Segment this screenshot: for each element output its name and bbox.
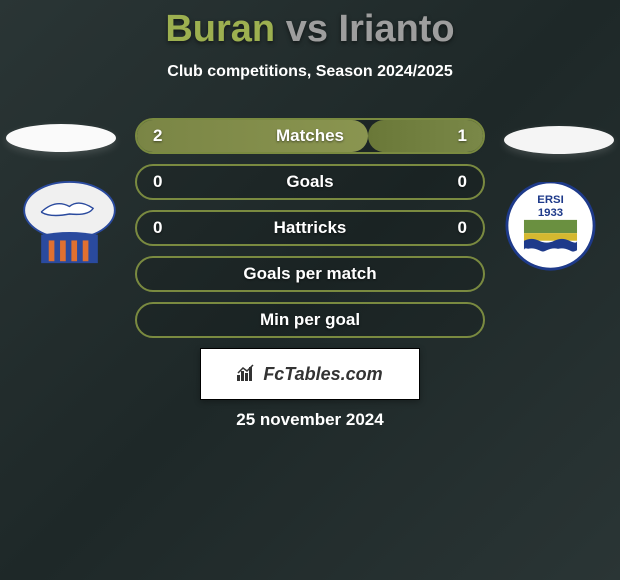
club-logo-right: ERSI 1933 bbox=[503, 182, 598, 267]
stat-row-gpm: Goals per match bbox=[135, 256, 485, 292]
subtitle: Club competitions, Season 2024/2025 bbox=[0, 63, 620, 81]
stat-left-goals: 0 bbox=[153, 172, 162, 192]
footer-date: 25 november 2024 bbox=[0, 410, 620, 430]
vs-text: vs bbox=[286, 8, 328, 50]
stat-row-goals: 0 Goals 0 bbox=[135, 164, 485, 200]
player2-avatar-placeholder bbox=[504, 126, 614, 154]
fctables-badge[interactable]: FcTables.com bbox=[200, 348, 420, 400]
comparison-title: Buran vs Irianto bbox=[0, 0, 620, 51]
chart-icon bbox=[237, 363, 257, 386]
stat-row-hattricks: 0 Hattricks 0 bbox=[135, 210, 485, 246]
svg-text:ERSI: ERSI bbox=[537, 194, 564, 206]
stat-row-mpg: Min per goal bbox=[135, 302, 485, 338]
stat-label-hattricks: Hattricks bbox=[274, 218, 347, 238]
stat-label-gpm: Goals per match bbox=[243, 264, 376, 284]
stat-label-matches: Matches bbox=[276, 126, 344, 146]
stat-left-matches: 2 bbox=[153, 126, 162, 146]
stat-label-goals: Goals bbox=[286, 172, 333, 192]
player2-name: Irianto bbox=[339, 8, 455, 50]
club-year: 1933 bbox=[538, 207, 563, 219]
player1-avatar-placeholder bbox=[6, 124, 116, 152]
stat-right-hattricks: 0 bbox=[458, 218, 467, 238]
stats-container: 2 Matches 1 0 Goals 0 0 Hattricks 0 Goal… bbox=[135, 118, 485, 348]
fctables-text: FcTables.com bbox=[263, 364, 382, 385]
stat-left-hattricks: 0 bbox=[153, 218, 162, 238]
stat-right-goals: 0 bbox=[458, 172, 467, 192]
stat-row-matches: 2 Matches 1 bbox=[135, 118, 485, 154]
stat-label-mpg: Min per goal bbox=[260, 310, 360, 330]
club-logo-left bbox=[22, 180, 117, 265]
player1-name: Buran bbox=[165, 8, 275, 50]
stat-right-matches: 1 bbox=[458, 126, 467, 146]
